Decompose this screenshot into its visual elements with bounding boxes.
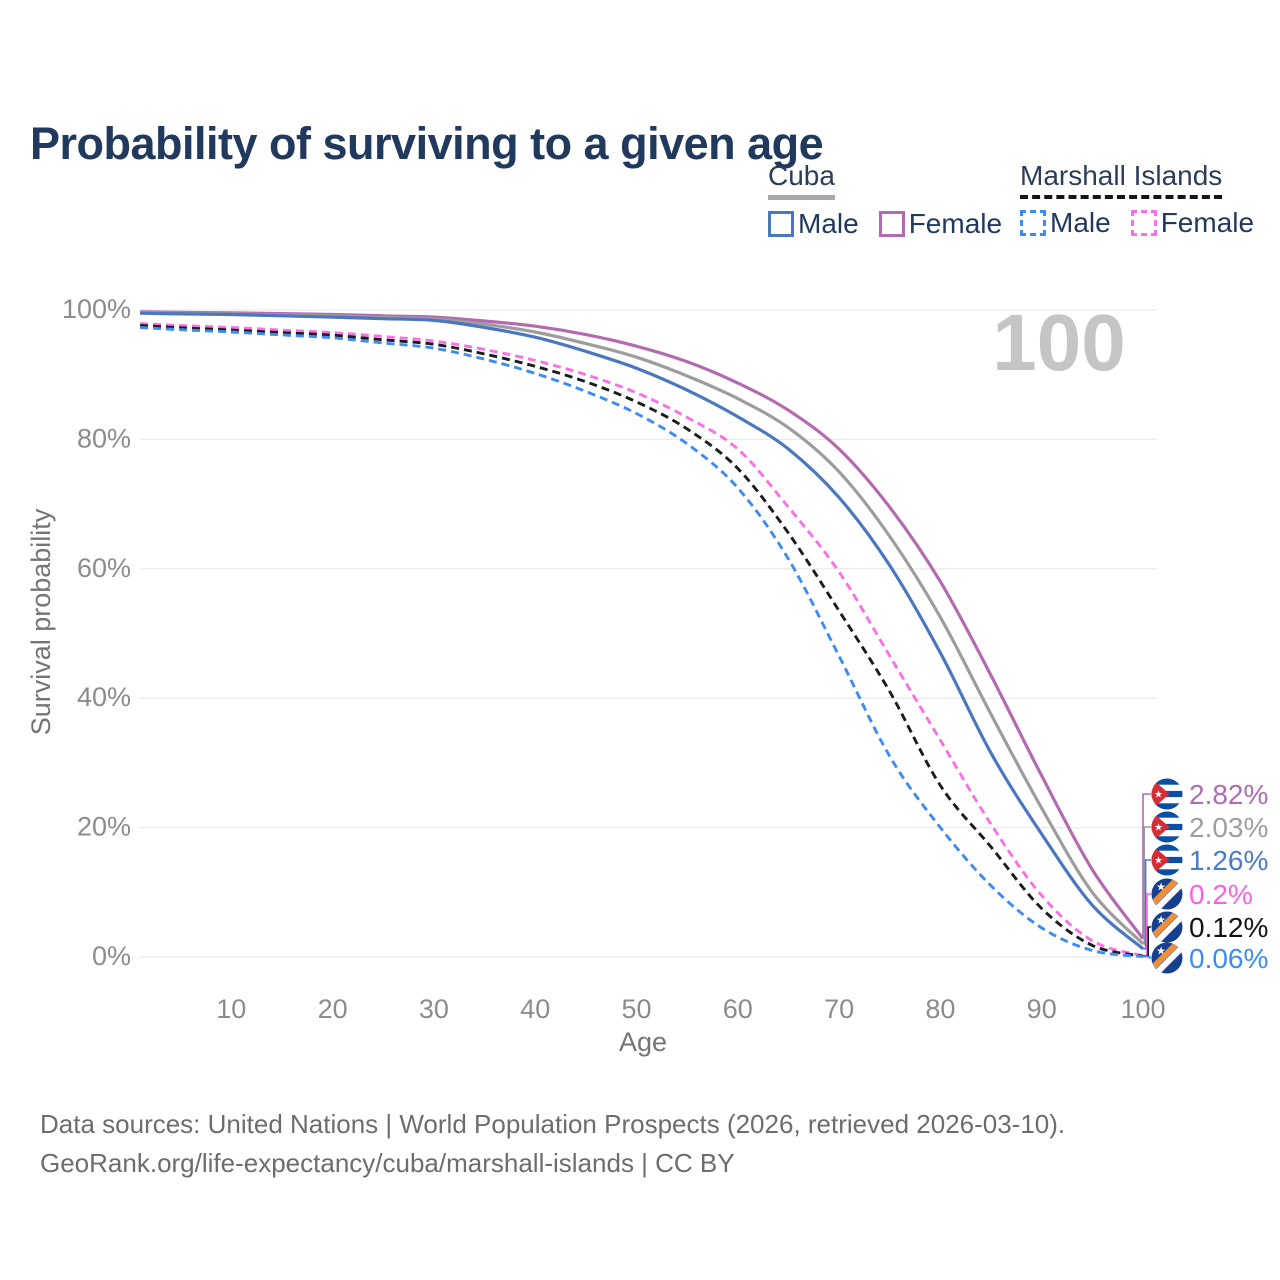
- y-tick-label: 100%: [62, 294, 131, 324]
- end-value-label-mi-total: 0.12%: [1189, 912, 1268, 943]
- x-tick-label: 30: [419, 994, 449, 1024]
- series-line-mi-male: [140, 326, 1144, 959]
- marshall-islands-male-swatch-icon: [1020, 210, 1046, 236]
- cuba-female-swatch-icon: [878, 211, 905, 237]
- x-tick-label: 10: [216, 994, 246, 1024]
- end-label-connector-mi-male: [1143, 955, 1151, 959]
- footer: Data sources: United Nations | World Pop…: [40, 1105, 1065, 1183]
- x-tick-label: 60: [723, 994, 753, 1024]
- y-tick-label: 0%: [92, 941, 131, 971]
- marshall-islands-flag-icon: ★: [1151, 911, 1183, 943]
- series-line-mi-female: [140, 322, 1144, 958]
- x-tick-label: 40: [520, 994, 550, 1024]
- footer-url-line: GeoRank.org/life-expectancy/cuba/marshal…: [40, 1148, 735, 1178]
- cuba-flag-icon: ★: [1151, 811, 1183, 843]
- end-value-label-cuba-total: 2.03%: [1189, 812, 1268, 843]
- x-axis-title: Age: [619, 1027, 667, 1057]
- legend-group-title-marshall-islands: Marshall Islands: [1020, 160, 1223, 199]
- y-tick-label: 60%: [77, 553, 131, 583]
- series-line-cuba-female: [140, 310, 1145, 940]
- legend-group-marshall-islands: Marshall Islands Male Female: [1020, 160, 1254, 239]
- end-label-connector-cuba-total: [1143, 826, 1151, 945]
- legend-row-cuba: Male Female: [768, 208, 1002, 240]
- svg-text:★: ★: [1156, 914, 1166, 927]
- legend-row-marshall-islands: Male Female: [1020, 207, 1254, 239]
- legend-item-label: Female: [908, 208, 1003, 239]
- end-value-label-cuba-male: 1.26%: [1189, 845, 1268, 876]
- page-title: Probability of surviving to a given age: [30, 118, 824, 170]
- svg-text:★: ★: [1156, 881, 1166, 894]
- y-tick-label: 40%: [77, 682, 131, 712]
- x-tick-label: 20: [318, 994, 348, 1024]
- marshall-islands-female-swatch-icon: [1130, 210, 1157, 236]
- legend-item-cuba-female[interactable]: Female: [878, 208, 1003, 240]
- marshall-islands-flag-icon: ★: [1151, 942, 1183, 974]
- chart-watermark: 100: [992, 298, 1125, 387]
- x-tick-label: 50: [621, 994, 651, 1024]
- marshall-islands-flag-icon: ★: [1151, 878, 1183, 910]
- legend-item-label: Male: [798, 208, 859, 239]
- legend-item-marshall-islands-male[interactable]: Male: [1020, 207, 1111, 239]
- x-tick-label: 90: [1027, 994, 1057, 1024]
- svg-text:★: ★: [1156, 945, 1166, 958]
- y-tick-label: 20%: [77, 812, 131, 842]
- x-tick-label: 70: [824, 994, 854, 1024]
- svg-text:★: ★: [1154, 856, 1163, 867]
- end-label-connector-cuba-female: [1142, 793, 1151, 939]
- cuba-flag-icon: ★: [1151, 778, 1183, 810]
- footer-source-line: Data sources: United Nations | World Pop…: [40, 1109, 1066, 1139]
- y-tick-label: 80%: [77, 423, 131, 453]
- x-tick-label: 80: [925, 994, 955, 1024]
- end-label-connector-cuba-male: [1143, 859, 1151, 950]
- legend-item-cuba-male[interactable]: Male: [768, 208, 859, 240]
- x-tick-label: 100: [1120, 994, 1165, 1024]
- cuba-flag-icon: ★: [1151, 844, 1183, 876]
- series-line-cuba-male: [140, 311, 1145, 951]
- end-value-label-mi-female: 0.2%: [1189, 879, 1253, 910]
- cuba-male-swatch-icon: [768, 211, 794, 237]
- svg-text:★: ★: [1154, 823, 1163, 834]
- legend-item-label: Female: [1160, 207, 1255, 238]
- legend-group-title-cuba: Cuba: [768, 160, 835, 200]
- legend-item-label: Male: [1050, 207, 1111, 238]
- end-value-label-mi-male: 0.06%: [1189, 943, 1268, 974]
- series-line-mi-total: [140, 324, 1144, 958]
- end-value-label-cuba-female: 2.82%: [1189, 779, 1268, 810]
- legend-group-cuba: Cuba Male Female: [768, 160, 1002, 240]
- svg-text:★: ★: [1154, 790, 1163, 801]
- y-axis-title: Survival probability: [26, 508, 56, 735]
- legend-item-marshall-islands-female[interactable]: Female: [1130, 207, 1255, 239]
